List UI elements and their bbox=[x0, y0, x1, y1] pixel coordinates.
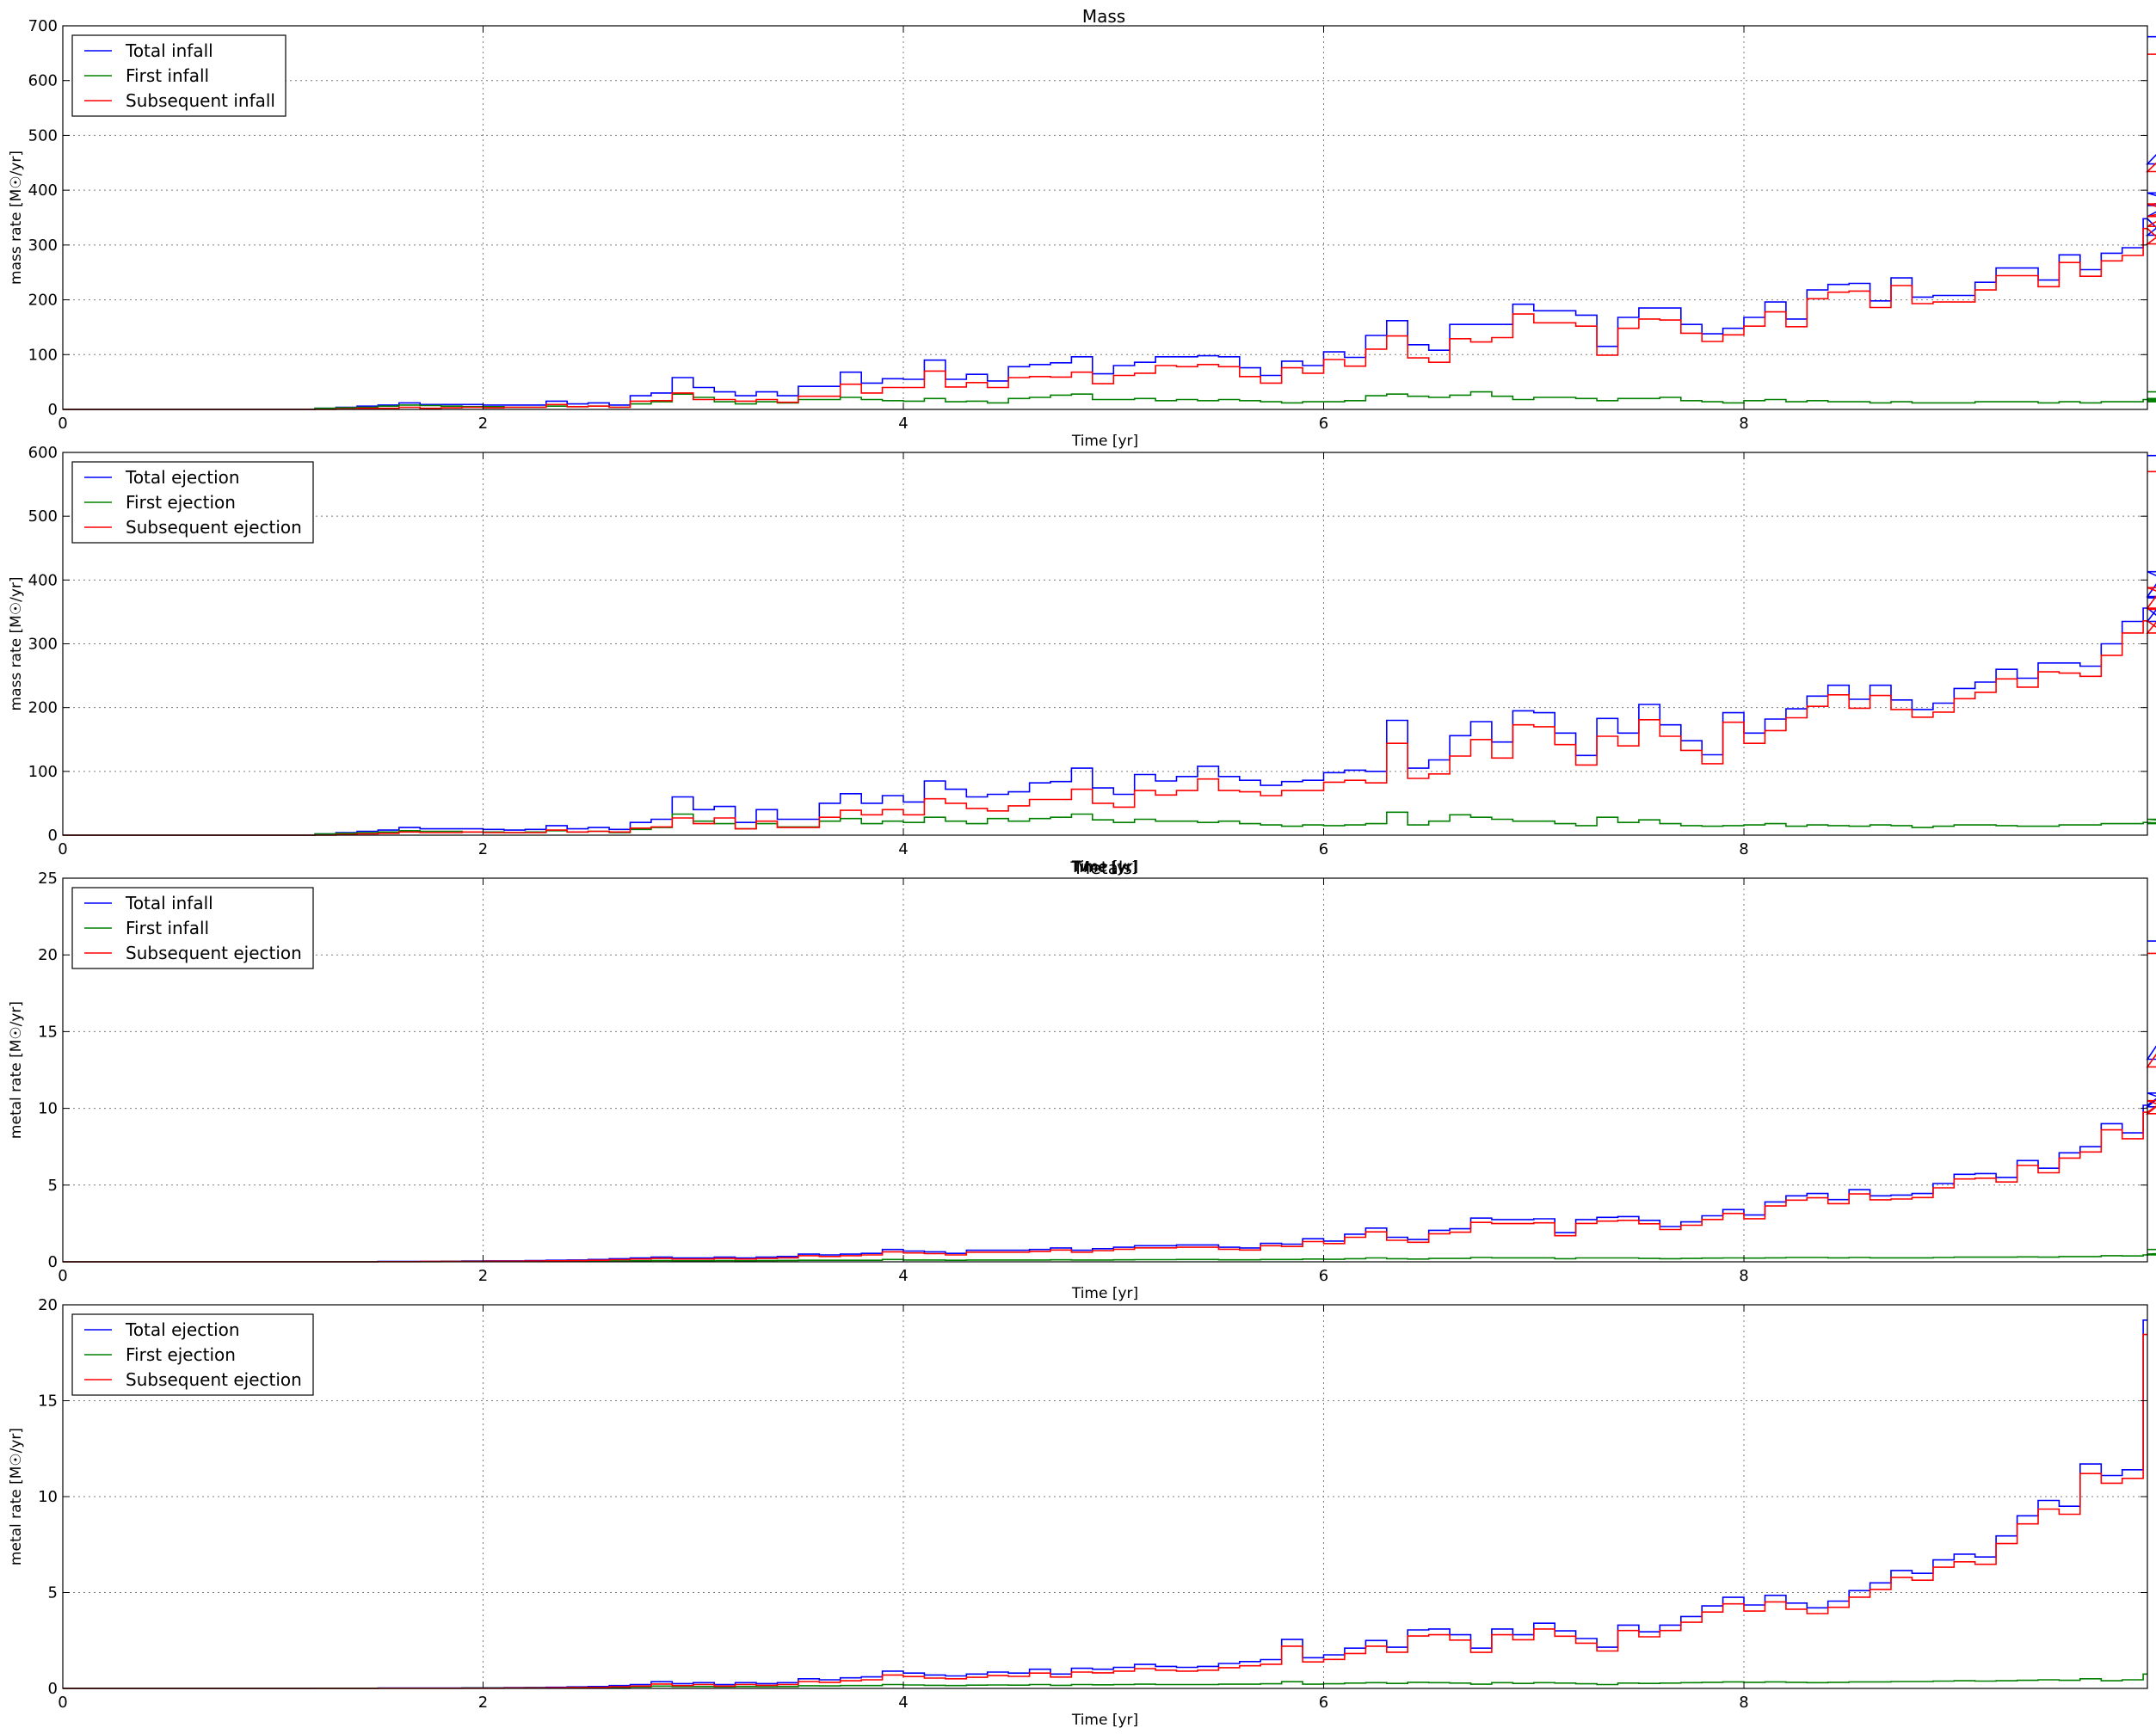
y-axis-label: mass rate [M☉/yr] bbox=[8, 151, 25, 285]
legend-label-2: First ejection bbox=[126, 492, 236, 513]
y-tick-label: 10 bbox=[38, 1488, 58, 1506]
x-tick-label: 6 bbox=[1319, 840, 1328, 858]
y-tick-label: 100 bbox=[28, 346, 58, 364]
figure-title-mass: Mass bbox=[1082, 6, 1125, 27]
y-tick-label: 200 bbox=[28, 292, 58, 310]
series-line-1 bbox=[63, 940, 2156, 1263]
x-tick-label: 6 bbox=[1319, 1267, 1328, 1285]
legend-box bbox=[71, 1313, 314, 1396]
legend-label-2: First ejection bbox=[126, 1344, 236, 1365]
legend: Total ejection First ejection Subsequent e… bbox=[71, 1313, 314, 1396]
y-tick-label: 700 bbox=[28, 17, 58, 35]
x-tick-label: 4 bbox=[898, 415, 908, 433]
y-axis-label: mass rate [M☉/yr] bbox=[8, 577, 25, 711]
legend-label-1: Total infall bbox=[125, 893, 213, 913]
y-tick-label: 300 bbox=[28, 636, 58, 654]
y-tick-label: 0 bbox=[48, 401, 58, 419]
x-tick-label: 2 bbox=[478, 840, 488, 858]
x-tick-label: 8 bbox=[1739, 415, 1748, 433]
y-tick-label: 10 bbox=[38, 1100, 58, 1118]
y-tick-label: 300 bbox=[28, 237, 58, 255]
y-tick-label: 600 bbox=[28, 444, 58, 462]
y-tick-label: 5 bbox=[48, 1584, 58, 1602]
x-tick-label: 8 bbox=[1739, 1267, 1748, 1285]
y-tick-label: 400 bbox=[28, 181, 58, 200]
x-tick-label: 0 bbox=[58, 415, 67, 433]
chart-panel-1: 0 2 4 6 8 0 100 200 300 400 500 600 700 Time [yr] mass… bbox=[8, 17, 2156, 450]
legend-label-3: Subsequent ejection bbox=[126, 517, 302, 538]
series-line-3 bbox=[63, 53, 2156, 410]
y-tick-label: 0 bbox=[48, 1253, 58, 1271]
x-tick-label: 0 bbox=[58, 840, 67, 858]
figure-overlap-label: Time [yr] bbox=[1069, 859, 1137, 876]
x-axis-label: Time [yr] bbox=[1071, 858, 1138, 876]
y-axis-label: metal rate [M☉/yr] bbox=[8, 1001, 25, 1139]
x-tick-label: 6 bbox=[1319, 415, 1328, 433]
y-axis-label: metal rate [M☉/yr] bbox=[8, 1428, 25, 1565]
y-tick-label: 600 bbox=[28, 72, 58, 90]
y-tick-label: 500 bbox=[28, 126, 58, 144]
series-line-1 bbox=[63, 1319, 2147, 1689]
series-line-1 bbox=[63, 35, 2156, 410]
legend-label-2: First infall bbox=[126, 918, 209, 938]
chart-panel-4: 0 2 4 6 8 0 5 10 15 20 Time [yr] metal rate [M☉/yr]… bbox=[8, 1296, 2148, 1729]
y-tick-label: 15 bbox=[38, 1393, 58, 1411]
series-line-3 bbox=[63, 952, 2156, 1263]
legend: Total infall First infall Subsequent eject… bbox=[71, 887, 314, 969]
legend-box bbox=[71, 461, 314, 544]
y-tick-label: 100 bbox=[28, 763, 58, 781]
x-axis-label: Time [yr] bbox=[1071, 1285, 1138, 1302]
chart-panel-2: 0 2 4 6 8 0 100 200 300 400 500 600 Time [yr] mass ra… bbox=[8, 444, 2156, 876]
x-tick-label: 2 bbox=[478, 1267, 488, 1285]
x-tick-label: 2 bbox=[478, 1694, 488, 1712]
series-line-1 bbox=[63, 454, 2156, 836]
legend-label-3: Subsequent infall bbox=[126, 90, 275, 111]
y-tick-label: 20 bbox=[38, 1296, 58, 1314]
legend-label-1: Total infall bbox=[125, 40, 213, 61]
y-tick-label: 0 bbox=[48, 827, 58, 845]
plot-frame bbox=[62, 877, 2148, 1263]
y-tick-label: 200 bbox=[28, 699, 58, 717]
series-line-2 bbox=[63, 1248, 2156, 1263]
x-tick-label: 6 bbox=[1319, 1694, 1328, 1712]
y-tick-label: 400 bbox=[28, 571, 58, 589]
x-tick-label: 2 bbox=[478, 415, 488, 433]
legend: Total ejection First ejection Subsequent e… bbox=[71, 461, 314, 544]
x-tick-label: 8 bbox=[1739, 1694, 1748, 1712]
y-tick-label: 15 bbox=[38, 1023, 58, 1041]
y-tick-label: 500 bbox=[28, 507, 58, 526]
legend-box bbox=[71, 887, 314, 969]
x-axis-label: Time [yr] bbox=[1071, 1712, 1138, 1729]
figure-title-metals: Metals bbox=[1075, 858, 1132, 878]
x-tick-label: 4 bbox=[898, 1694, 908, 1712]
legend-label-1: Total ejection bbox=[125, 467, 240, 488]
y-tick-label: 25 bbox=[38, 870, 58, 888]
legend-label-2: First infall bbox=[126, 65, 209, 86]
x-tick-label: 0 bbox=[58, 1694, 67, 1712]
y-tick-label: 20 bbox=[38, 946, 58, 964]
plot-frame bbox=[62, 25, 2148, 410]
x-tick-label: 0 bbox=[58, 1267, 67, 1285]
y-tick-label: 5 bbox=[48, 1177, 58, 1195]
series-line-2 bbox=[63, 1673, 2147, 1689]
legend-label-3: Subsequent ejection bbox=[126, 1369, 302, 1390]
chart-panel-3: 0 2 4 6 8 0 5 10 15 20 25 Time [yr] metal rate [M☉/y… bbox=[8, 870, 2156, 1302]
x-tick-label: 4 bbox=[898, 1267, 908, 1285]
series-line-3 bbox=[63, 1333, 2147, 1689]
y-tick-label: 0 bbox=[48, 1680, 58, 1698]
legend-label-1: Total ejection bbox=[125, 1319, 240, 1340]
legend-label-3: Subsequent ejection bbox=[126, 943, 302, 963]
x-tick-label: 4 bbox=[898, 840, 908, 858]
x-axis-label: Time [yr] bbox=[1071, 433, 1138, 450]
legend: Total infall First infall Subsequent infal… bbox=[71, 34, 286, 117]
series-line-3 bbox=[63, 470, 2156, 836]
x-tick-label: 8 bbox=[1739, 840, 1748, 858]
